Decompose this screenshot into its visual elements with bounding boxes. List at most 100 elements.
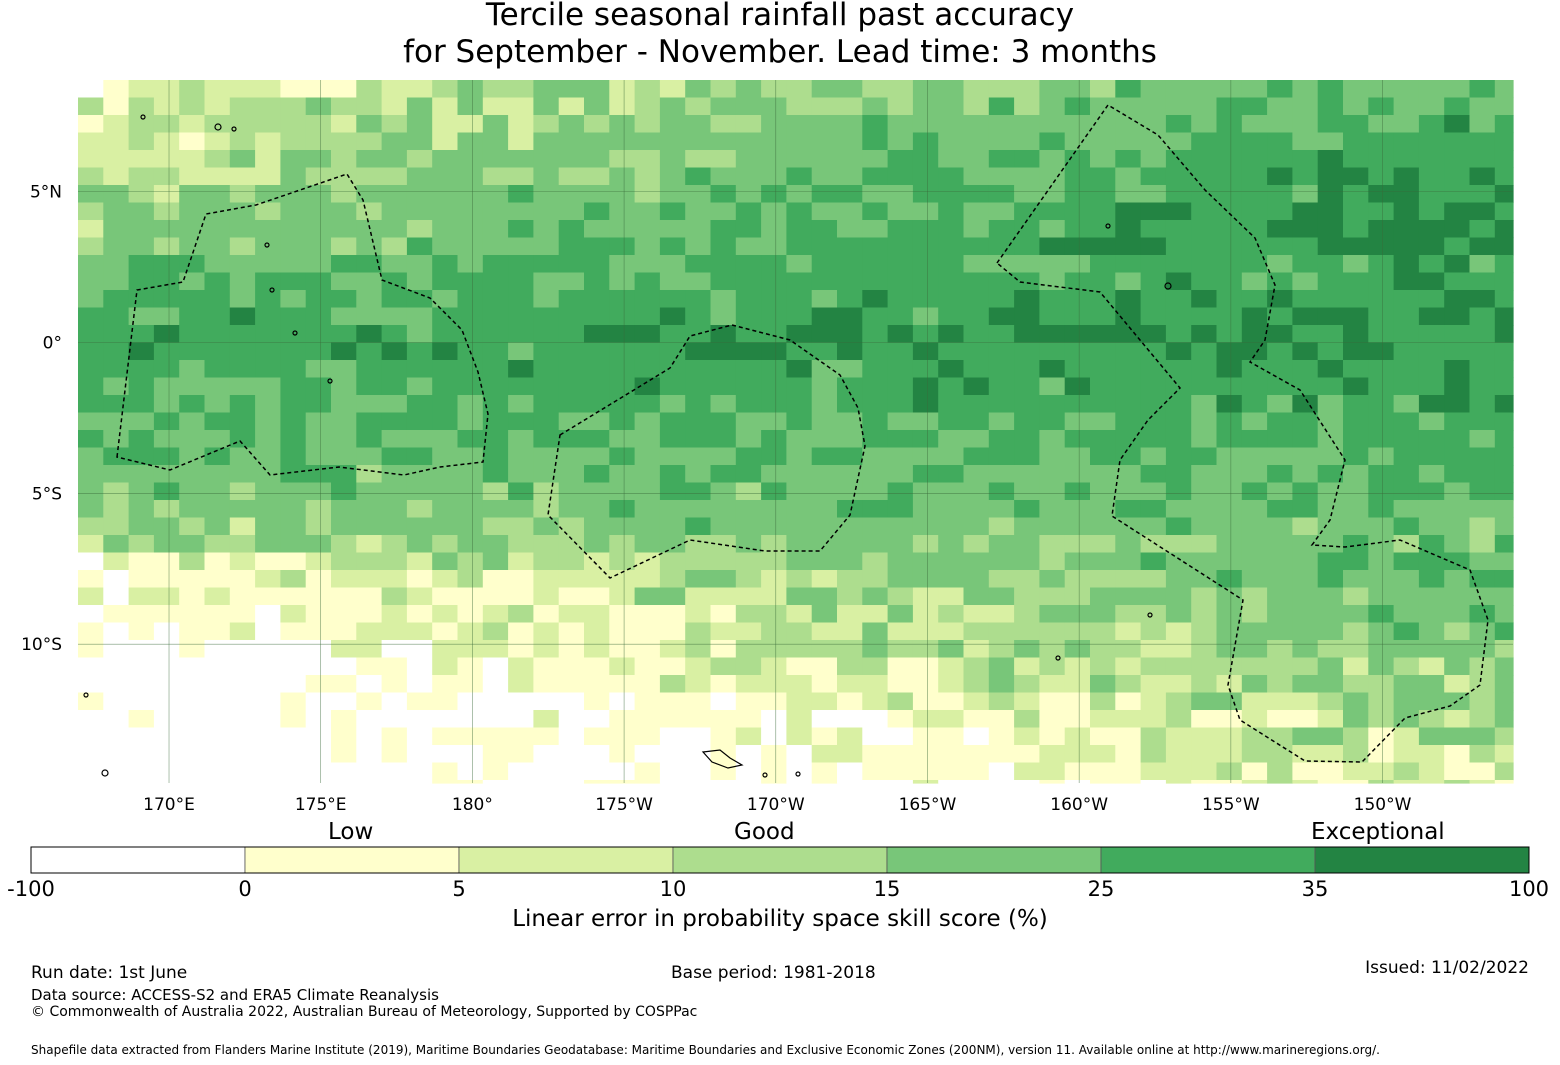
skill-cell	[432, 535, 459, 554]
skill-cell	[1014, 167, 1040, 186]
skill-cell	[837, 80, 863, 99]
skill-cell	[331, 605, 357, 624]
skill-cell	[1241, 185, 1268, 204]
island	[214, 123, 222, 131]
skill-cell	[1140, 727, 1167, 746]
lon-tick-label: 175°W	[595, 795, 653, 815]
skill-cell	[78, 517, 104, 536]
skill-cell	[508, 710, 534, 729]
skill-cell	[1343, 132, 1369, 151]
skill-cell	[1115, 605, 1142, 624]
skill-cell	[887, 325, 914, 344]
skill-cell	[179, 80, 206, 99]
skill-cell	[1368, 482, 1395, 501]
skill-cell	[482, 377, 509, 396]
skill-cell	[938, 657, 965, 676]
skill-cell	[1343, 342, 1369, 361]
skill-cell	[482, 360, 509, 379]
skill-cell	[331, 657, 357, 676]
skill-cell	[938, 237, 965, 256]
skill-cell	[938, 780, 965, 784]
skill-cell	[735, 325, 762, 344]
skill-cell	[609, 640, 636, 659]
skill-cell	[634, 727, 661, 746]
skill-cell	[1165, 237, 1192, 256]
skill-cell	[862, 307, 889, 326]
skill-cell	[963, 290, 990, 309]
skill-cell	[685, 482, 712, 501]
skill-cell	[103, 360, 130, 379]
skill-cell	[1216, 272, 1243, 291]
skill-cell	[406, 447, 433, 466]
skill-cell	[584, 202, 610, 221]
skill-cell	[659, 622, 686, 641]
skill-cell	[1469, 97, 1496, 116]
skill-cell	[533, 220, 560, 239]
skill-cell	[1393, 535, 1420, 554]
skill-cell	[1191, 150, 1218, 169]
copyright: © Commonwealth of Australia 2022, Austra…	[31, 1004, 698, 1020]
skill-cell	[735, 255, 762, 274]
island	[269, 287, 275, 293]
skill-cell	[1418, 255, 1445, 274]
skill-cell	[609, 692, 636, 711]
skill-cell	[862, 342, 889, 361]
skill-cell	[584, 500, 610, 519]
skill-cell	[1216, 185, 1243, 204]
skill-cell	[609, 115, 636, 134]
skill-cell	[1292, 657, 1319, 676]
skill-cell	[406, 552, 433, 571]
skill-cell	[1241, 360, 1268, 379]
skill-cell	[584, 675, 610, 694]
skill-cell	[331, 202, 357, 221]
colorbar-tick-label: 100	[1509, 877, 1549, 901]
skill-cell	[1140, 377, 1167, 396]
skill-cell	[837, 290, 863, 309]
skill-cell	[862, 465, 889, 484]
skill-cell	[609, 307, 636, 326]
skill-cell	[1216, 202, 1243, 221]
skill-cell	[1191, 132, 1218, 151]
skill-cell	[1343, 622, 1369, 641]
skill-cell	[78, 692, 104, 711]
skill-cell	[1444, 447, 1471, 466]
skill-cell	[1418, 500, 1445, 519]
skill-cell	[584, 290, 610, 309]
skill-cell	[381, 167, 408, 186]
skill-cell	[1267, 290, 1293, 309]
skill-cell	[1343, 220, 1369, 239]
skill-cell	[356, 710, 383, 729]
skill-cell	[659, 500, 686, 519]
skill-cell	[988, 290, 1015, 309]
skill-cell	[1039, 185, 1066, 204]
skill-cell	[1064, 412, 1091, 431]
skill-cell	[1494, 150, 1514, 169]
skill-cell	[634, 447, 661, 466]
skill-cell	[1393, 412, 1420, 431]
skill-cell	[280, 640, 307, 659]
skill-cell	[1191, 237, 1218, 256]
skill-cell	[1343, 517, 1369, 536]
skill-cell	[988, 710, 1015, 729]
skill-cell	[1191, 535, 1218, 554]
skill-cell	[1494, 570, 1514, 589]
skill-cell	[153, 675, 180, 694]
skill-cell	[356, 552, 383, 571]
skill-cell	[533, 115, 560, 134]
skill-cell	[685, 622, 712, 641]
skill-cell	[533, 675, 560, 694]
skill-cell	[78, 395, 104, 414]
skill-cell	[533, 622, 560, 641]
skill-cell	[837, 202, 863, 221]
skill-cell	[1393, 447, 1420, 466]
skill-cell	[1115, 80, 1142, 99]
colorbar-tick-label: -100	[7, 877, 55, 901]
skill-cell	[1418, 430, 1445, 449]
skill-cell	[887, 290, 914, 309]
skill-cell	[634, 500, 661, 519]
skill-cell	[457, 97, 484, 116]
skill-cell	[457, 272, 484, 291]
skill-cell	[103, 745, 130, 764]
skill-cell	[811, 255, 838, 274]
skill-cell	[280, 517, 307, 536]
